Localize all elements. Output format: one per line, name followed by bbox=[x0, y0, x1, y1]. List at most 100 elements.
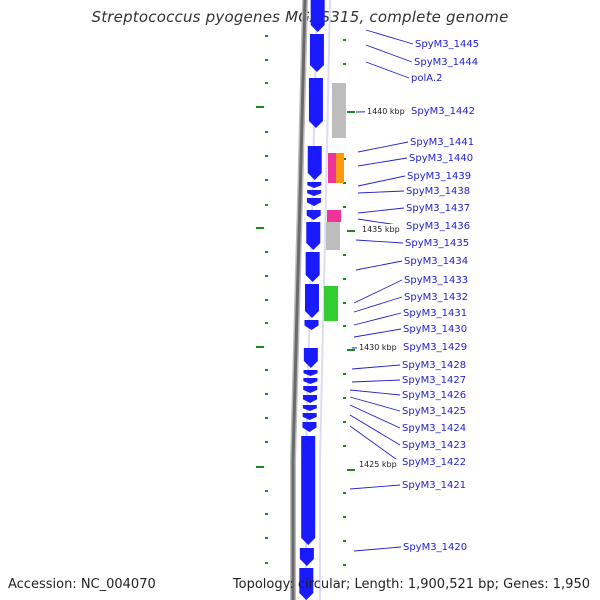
scale-tick bbox=[347, 469, 355, 471]
scale-tick bbox=[265, 417, 268, 419]
scale-tick bbox=[256, 227, 264, 229]
gene-label[interactable]: SpyM3_1438 bbox=[406, 186, 470, 197]
gene-leader-line bbox=[349, 484, 401, 490]
scale-tick bbox=[265, 131, 268, 133]
gene-leader-line bbox=[365, 29, 414, 45]
gene-leader-line bbox=[349, 404, 401, 429]
scale-tick bbox=[265, 393, 268, 395]
gene-leader-line bbox=[365, 61, 410, 79]
gene-label[interactable]: SpyM3_1425 bbox=[402, 406, 466, 417]
gene-label[interactable]: SpyM3_1432 bbox=[404, 292, 468, 303]
gene-label[interactable]: SpyM3_1445 bbox=[415, 39, 479, 50]
scale-tick bbox=[256, 106, 264, 108]
scale-tick bbox=[343, 373, 346, 375]
gene-label[interactable]: polA.2 bbox=[411, 73, 442, 84]
gene-label[interactable]: SpyM3_1422 bbox=[402, 457, 466, 468]
kbp-label: 1435 kbp bbox=[362, 225, 400, 234]
scale-tick bbox=[343, 492, 346, 494]
kbp-label: 1425 kbp bbox=[359, 460, 397, 469]
scale-tick bbox=[265, 490, 268, 492]
gene-arrow bbox=[307, 182, 322, 188]
gene-arrow bbox=[303, 348, 318, 368]
gene-arrow bbox=[306, 198, 321, 206]
gene-arrow bbox=[309, 34, 324, 72]
kbp-label-bg bbox=[357, 342, 403, 352]
gene-arrow bbox=[299, 568, 314, 600]
gene-label[interactable]: SpyM3_1421 bbox=[402, 480, 466, 491]
scale-tick bbox=[265, 513, 268, 515]
gene-leader-line bbox=[349, 396, 401, 412]
scale-tick bbox=[343, 516, 346, 518]
gene-label[interactable]: SpyM3_1431 bbox=[403, 308, 467, 319]
gene-arrow bbox=[303, 386, 318, 393]
scale-tick bbox=[343, 564, 346, 566]
scale-tick bbox=[343, 182, 346, 184]
gene-arrow bbox=[304, 320, 319, 330]
kbp-label-bg bbox=[360, 224, 406, 234]
feature-box bbox=[327, 210, 341, 222]
gene-label[interactable]: SpyM3_1424 bbox=[402, 423, 466, 434]
scale-tick bbox=[265, 35, 268, 37]
gene-label[interactable]: SpyM3_1427 bbox=[402, 375, 466, 386]
gene-leader-line bbox=[353, 328, 402, 338]
gene-leader-line bbox=[349, 389, 401, 396]
gene-leader-line bbox=[351, 379, 401, 383]
gene-label[interactable]: SpyM3_1441 bbox=[410, 137, 474, 148]
gene-label[interactable]: SpyM3_1440 bbox=[409, 153, 473, 164]
scale-tick bbox=[265, 82, 268, 84]
gene-labels: SpyM3_1445 SpyM3_1444 polA.2 SpyM3_1442 SpyM… bbox=[349, 29, 479, 553]
scale-tick bbox=[265, 537, 268, 539]
gene-leader-line bbox=[355, 239, 404, 244]
scale-tick bbox=[265, 562, 268, 564]
scale-tick bbox=[343, 63, 346, 65]
gene-label[interactable]: SpyM3_1436 bbox=[406, 221, 470, 232]
accession-text: Accession: NC_004070 bbox=[8, 577, 156, 592]
gene-label[interactable]: SpyM3_1426 bbox=[402, 390, 466, 401]
gene-label[interactable]: SpyM3_1433 bbox=[404, 275, 468, 286]
gene-arrow bbox=[302, 413, 317, 420]
gene-label[interactable]: SpyM3_1420 bbox=[403, 542, 467, 553]
gene-label[interactable]: SpyM3_1434 bbox=[404, 256, 468, 267]
gene-leader-line bbox=[353, 296, 403, 313]
gene-leader-line bbox=[355, 260, 403, 271]
gene-arrow bbox=[302, 422, 317, 432]
gene-leader-line bbox=[351, 364, 401, 370]
gene-arrow bbox=[299, 548, 314, 566]
gene-leader-line bbox=[365, 44, 413, 63]
scale-tick bbox=[343, 540, 346, 542]
gene-arrow bbox=[303, 378, 318, 384]
gene-arrow bbox=[307, 146, 322, 180]
gene-label[interactable]: SpyM3_1428 bbox=[402, 360, 466, 371]
scale-tick bbox=[265, 251, 268, 253]
scale-tick bbox=[343, 397, 346, 399]
gene-arrow bbox=[303, 395, 318, 403]
gene-arrow bbox=[305, 252, 320, 282]
scale-tick bbox=[343, 421, 346, 423]
gene-label[interactable]: SpyM3_1430 bbox=[403, 324, 467, 335]
scale-tick bbox=[265, 441, 268, 443]
scale-tick bbox=[265, 275, 268, 277]
gene-leader-line bbox=[353, 546, 402, 552]
gene-leader-line bbox=[357, 157, 408, 167]
gene-label[interactable]: SpyM3_1437 bbox=[406, 203, 470, 214]
scale-tick bbox=[343, 445, 346, 447]
scale-tick bbox=[343, 158, 346, 160]
feature-box bbox=[332, 83, 346, 138]
gene-label[interactable]: SpyM3_1442 bbox=[411, 106, 475, 117]
scale-tick bbox=[343, 254, 346, 256]
gene-label[interactable]: SpyM3_1444 bbox=[414, 57, 478, 68]
gene-leader-line bbox=[357, 175, 406, 187]
gene-label[interactable]: SpyM3_1429 bbox=[403, 342, 467, 353]
kbp-label-bg bbox=[357, 459, 403, 469]
gene-label[interactable]: SpyM3_1423 bbox=[402, 440, 466, 451]
kbp-label: 1440 kbp bbox=[367, 107, 405, 116]
gene-leader-line bbox=[349, 425, 401, 463]
scale-tick bbox=[343, 206, 346, 208]
gene-arrow bbox=[307, 190, 322, 196]
kbp-labels: 1440 kbp 1435 kbp 1430 kbp 1425 kbp bbox=[357, 106, 411, 469]
gene-label[interactable]: SpyM3_1435 bbox=[405, 238, 469, 249]
scale-tick bbox=[343, 39, 346, 41]
gene-arrow bbox=[303, 370, 318, 376]
gene-label[interactable]: SpyM3_1439 bbox=[407, 171, 471, 182]
gene-leader-line bbox=[357, 141, 409, 153]
